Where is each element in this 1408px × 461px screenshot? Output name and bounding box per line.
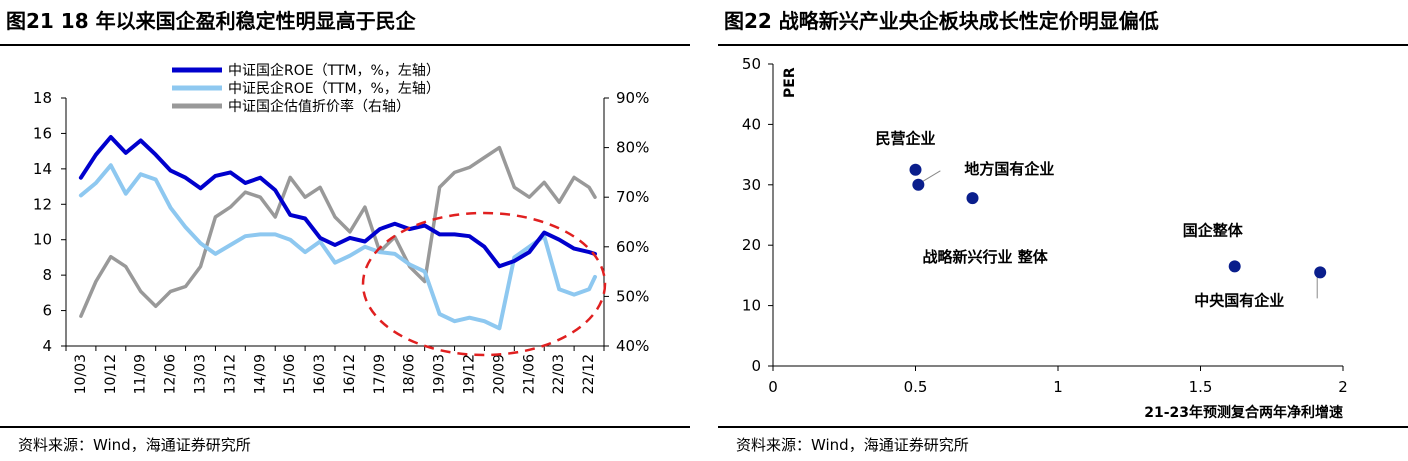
left-source-note: 资料来源：Wind，海通证券研究所: [18, 436, 251, 454]
left-top-rule: [0, 44, 690, 46]
x-tick-label: 1.5: [1189, 378, 1213, 396]
highlight-ellipse: [361, 211, 607, 357]
x-tick-label: 12/06: [163, 354, 179, 394]
soe-roe-line-chart: 4 6 8 10 12 14 16 18 40% 50% 60% 70% 80% 90% 10/03 10/1…: [33, 62, 649, 394]
x-axis-label: 21-23年预测复合两年净利增速: [1144, 404, 1343, 421]
x-tick-label: 0.5: [904, 378, 928, 396]
x-tick-label: 13/03: [193, 354, 209, 394]
x-tick-label: 1: [1053, 378, 1063, 396]
left-y-tick-label: 14: [33, 160, 52, 178]
soe-roe-line: [78, 135, 597, 269]
x-tick-label: 22/03: [551, 354, 567, 394]
scatter-point-label: 地方国有企业: [964, 160, 1054, 178]
left-y-tick-label: 18: [33, 89, 52, 107]
scatter-point: [1314, 266, 1327, 279]
y-tick-label: 10: [742, 297, 761, 315]
x-tick-label: 17/09: [372, 354, 388, 394]
x-tick-label: 13/12: [222, 354, 238, 394]
scatter-point-label: 战略新兴行业 整体: [923, 248, 1049, 266]
left-chart-title: 图21 18 年以来国企盈利稳定性明显高于民企: [6, 9, 416, 33]
x-tick-label: 10/03: [73, 354, 89, 394]
x-tick-label: 15/06: [282, 354, 298, 394]
right-y-tick-label: 40%: [616, 337, 649, 355]
scatter-point: [966, 192, 979, 205]
right-y-tick-label: 80%: [616, 139, 649, 157]
right-y-tick-label: 50%: [616, 287, 649, 305]
left-y-tick-label: 6: [42, 302, 52, 320]
y-tick-label: 40: [742, 115, 761, 133]
label-leader-line: [920, 170, 941, 184]
right-y-tick-label: 60%: [616, 238, 649, 256]
x-tick-label: 11/09: [133, 354, 149, 394]
right-source-note: 资料来源：Wind，海通证券研究所: [736, 436, 969, 454]
right-y-tick-label: 90%: [616, 89, 649, 107]
x-tick-label: 18/06: [402, 354, 418, 394]
right-chart-title: 图22 战略新兴产业央企板块成长性定价明显偏低: [724, 9, 1159, 33]
legend-label-soe-roe-line: 中证国企ROE（TTM，%，左轴）: [228, 62, 440, 79]
x-tick-label: 2: [1338, 378, 1348, 396]
x-tick-label: 19/03: [432, 354, 448, 394]
x-tick-label: 20/09: [491, 354, 507, 394]
left-y-tick-label: 8: [42, 266, 52, 284]
x-tick-label: 16/12: [342, 354, 358, 394]
scatter-point: [1228, 260, 1241, 273]
soe-discount-line: [79, 145, 597, 318]
right-y-tick-label: 70%: [616, 188, 649, 206]
left-y-tick-label: 12: [33, 195, 52, 213]
x-tick-label: 16/03: [312, 354, 328, 394]
right-bottom-rule: [718, 426, 1408, 428]
scatter-point-label: 中央国有企业: [1194, 291, 1284, 309]
scatter-point: [909, 163, 922, 176]
right-chart-panel: 图22 战略新兴产业央企板块成长性定价明显偏低 0 10 20 30 40 50 0 0.5 1…: [718, 0, 1408, 461]
x-tick-label: 0: [768, 378, 778, 396]
x-tick-label: 22/12: [581, 354, 597, 394]
y-tick-label: 0: [751, 357, 761, 375]
x-tick-label: 10/12: [103, 354, 119, 394]
y-axis-label: PER: [782, 67, 798, 98]
private-roe-line: [78, 163, 597, 331]
scatter-point: [912, 178, 925, 191]
left-y-tick-label: 10: [33, 231, 52, 249]
left-chart-panel: 图21 18 年以来国企盈利稳定性明显高于民企 4 6 8 10 12 14 16 18 40%…: [0, 0, 690, 461]
x-tick-label: 19/12: [462, 354, 478, 394]
legend-label-private-roe-line: 中证民企ROE（TTM，%，左轴）: [228, 80, 440, 97]
left-y-tick-label: 4: [42, 337, 52, 355]
scatter-point-label: 国企整体: [1183, 221, 1244, 239]
left-bottom-rule: [0, 426, 690, 428]
y-tick-label: 50: [742, 55, 761, 73]
legend-label-soe-discount-line: 中证国企估值折价率（右轴）: [228, 98, 410, 115]
right-top-rule: [718, 44, 1408, 46]
y-tick-label: 20: [742, 236, 761, 254]
per-growth-scatter-chart: 0 10 20 30 40 50 0 0.5 1 1.5 2 PER 21-23年预测复合两年净利增速 民…: [742, 55, 1348, 421]
scatter-point-label: 民营企业: [876, 130, 936, 148]
x-tick-label: 21/06: [521, 354, 537, 394]
y-tick-label: 30: [742, 176, 761, 194]
left-y-tick-label: 16: [33, 124, 52, 142]
x-tick-label: 14/09: [252, 354, 268, 394]
